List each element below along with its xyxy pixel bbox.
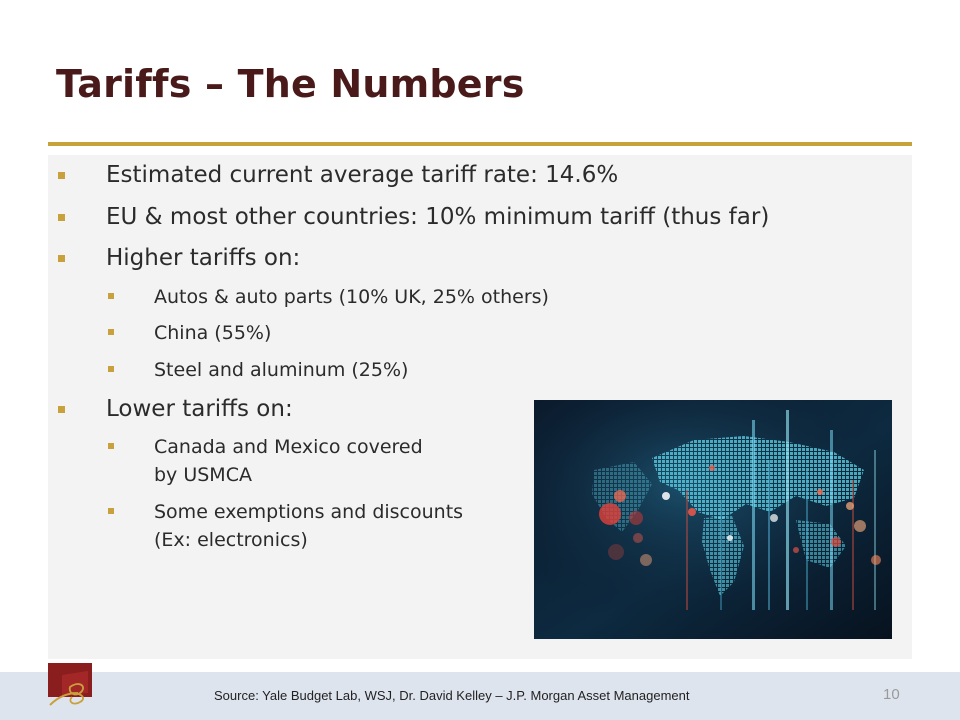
sub-bullet-item: Canada and Mexico covered by USMCA xyxy=(108,433,423,489)
sub-bullet-text-continued: by USMCA xyxy=(154,464,252,486)
title-divider xyxy=(48,142,912,146)
bullet-item: Higher tariffs on: xyxy=(58,244,301,272)
company-logo xyxy=(48,663,92,707)
bullet-item: Estimated current average tariff rate: 1… xyxy=(58,161,619,189)
footer-bar xyxy=(0,672,960,720)
sub-bullet-item: Steel and aluminum (25%) xyxy=(108,356,409,384)
bullet-square-icon xyxy=(108,508,114,514)
sub-bullet-item: China (55%) xyxy=(108,319,272,347)
bullet-text: Lower tariffs on: xyxy=(106,396,293,422)
sub-bullet-item: Some exemptions and discounts (Ex: elect… xyxy=(108,498,464,554)
content-panel: Estimated current average tariff rate: 1… xyxy=(48,155,912,659)
sub-bullet-text: Autos & auto parts (10% UK, 25% others) xyxy=(154,286,549,308)
sub-bullet-text: China (55%) xyxy=(154,322,272,344)
slide-title: Tariffs – The Numbers xyxy=(56,62,525,106)
bullet-text: Higher tariffs on: xyxy=(106,245,301,271)
bullet-item: EU & most other countries: 10% minimum t… xyxy=(58,203,770,231)
bullet-square-icon xyxy=(108,443,114,449)
bullet-square-icon xyxy=(58,214,65,221)
bullet-square-icon xyxy=(108,329,114,335)
page-number: 10 xyxy=(883,686,900,703)
bullet-square-icon xyxy=(108,366,114,372)
sub-bullet-text: Steel and aluminum (25%) xyxy=(154,359,409,381)
sub-bullet-text: Canada and Mexico covered xyxy=(154,436,423,458)
bullet-square-icon xyxy=(58,406,65,413)
source-citation: Source: Yale Budget Lab, WSJ, Dr. David … xyxy=(214,688,690,703)
world-map-image xyxy=(534,400,892,639)
bullet-square-icon xyxy=(108,293,114,299)
sub-bullet-item: Autos & auto parts (10% UK, 25% others) xyxy=(108,283,549,311)
sub-bullet-text: Some exemptions and discounts xyxy=(154,501,464,523)
sub-bullet-text-continued: (Ex: electronics) xyxy=(154,529,308,551)
bullet-text: EU & most other countries: 10% minimum t… xyxy=(106,204,770,230)
bullet-square-icon xyxy=(58,255,65,262)
bullet-item: Lower tariffs on: xyxy=(58,395,293,423)
bullet-square-icon xyxy=(58,172,65,179)
bullet-text: Estimated current average tariff rate: 1… xyxy=(106,162,619,188)
